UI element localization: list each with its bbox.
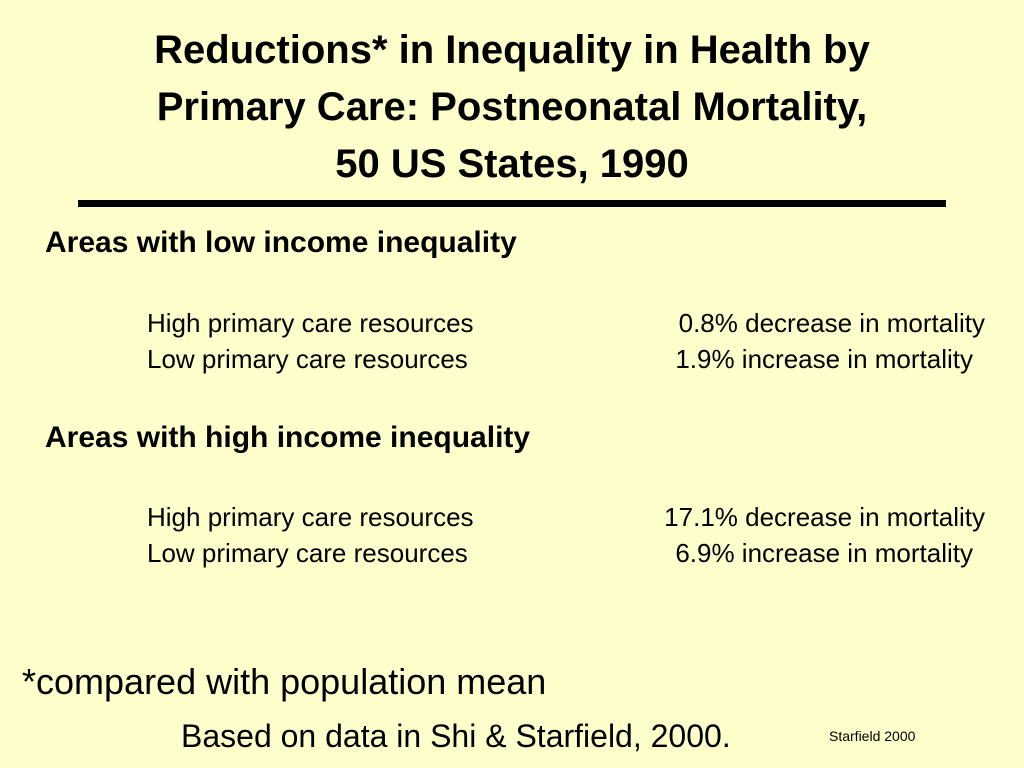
section-heading-high-inequality: Areas with high income inequality <box>45 421 531 454</box>
row-high-inequality-low-care: Low primary care resources 6.9% increase… <box>147 537 987 569</box>
slide-title: Reductions* in Inequality in Health by P… <box>0 22 1024 193</box>
slide-credit: Starfield 2000 <box>829 728 916 744</box>
section-heading-low-inequality: Areas with low income inequality <box>45 226 517 259</box>
mortality-effect: 6.9% increase in mortality <box>675 538 973 568</box>
resource-label: High primary care resources <box>147 502 474 532</box>
mortality-effect: 17.1% decrease in mortality <box>664 502 985 532</box>
row-high-inequality-high-care: High primary care resources 17.1% decrea… <box>147 501 987 533</box>
title-line-1: Reductions* in Inequality in Health by <box>154 28 870 72</box>
title-line-3: 50 US States, 1990 <box>335 142 689 186</box>
footnote: *compared with population mean <box>22 661 547 702</box>
title-divider <box>78 200 946 207</box>
resource-label: Low primary care resources <box>147 344 468 374</box>
mortality-effect: 1.9% increase in mortality <box>675 344 973 374</box>
resource-label: High primary care resources <box>147 308 474 338</box>
resource-label: Low primary care resources <box>147 538 468 568</box>
title-line-2: Primary Care: Postneonatal Mortality, <box>156 85 868 129</box>
row-low-inequality-low-care: Low primary care resources 1.9% increase… <box>147 343 987 375</box>
mortality-effect: 0.8% decrease in mortality <box>678 308 985 338</box>
row-low-inequality-high-care: High primary care resources 0.8% decreas… <box>147 307 987 339</box>
source-note: Based on data in Shi & Starfield, 2000. <box>181 718 731 754</box>
